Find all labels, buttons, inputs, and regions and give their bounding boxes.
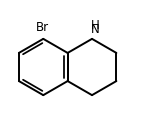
Text: Br: Br — [36, 21, 49, 34]
Text: N: N — [91, 23, 100, 36]
Text: H: H — [91, 19, 100, 32]
